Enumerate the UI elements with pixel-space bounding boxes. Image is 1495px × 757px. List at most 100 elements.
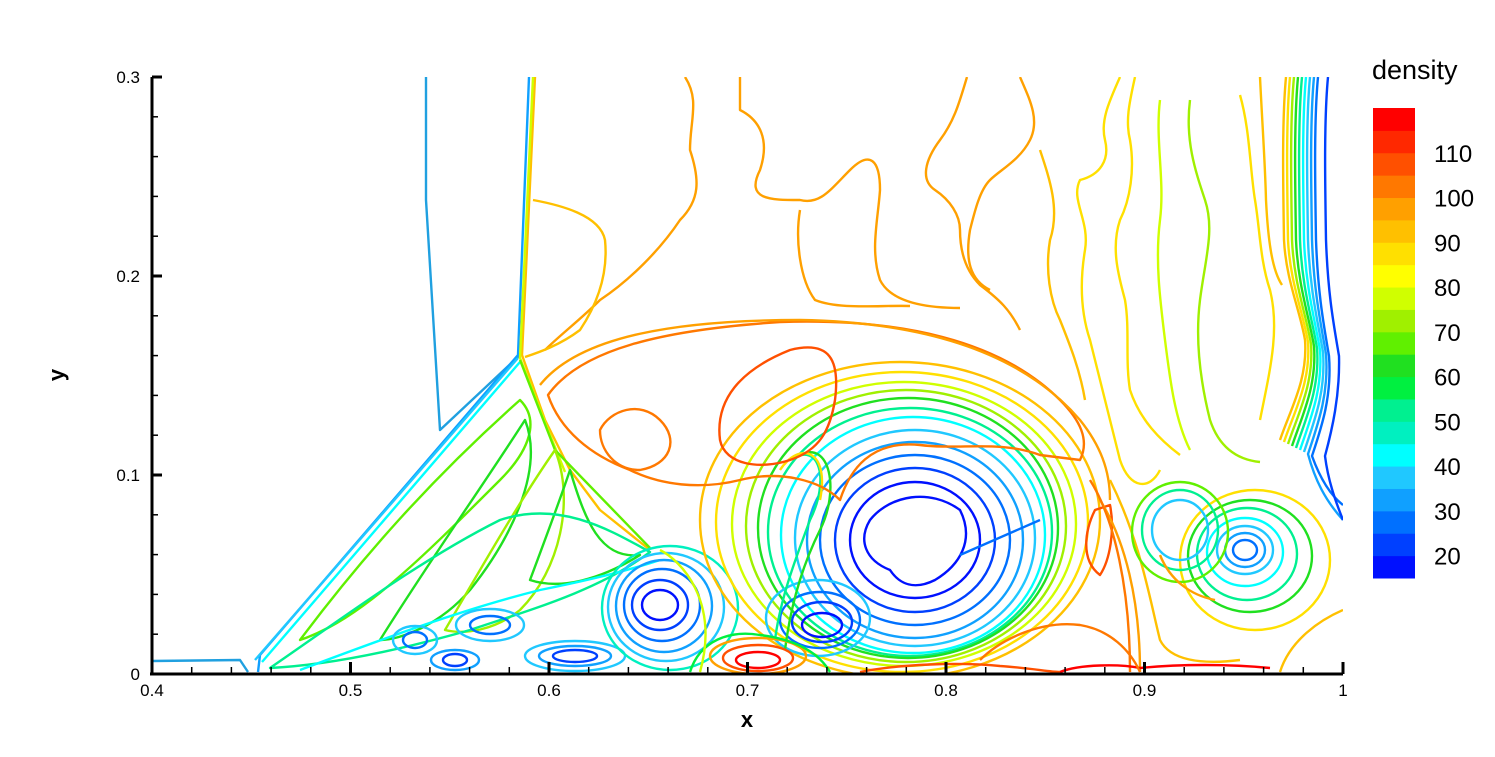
x-tick-label: 1 (1338, 681, 1347, 700)
colorbar-tick-label: 50 (1434, 409, 1461, 436)
colorbar-band (1373, 219, 1415, 243)
colorbar (1373, 108, 1415, 579)
contour-line (1098, 499, 1142, 673)
colorbar-band (1373, 488, 1415, 512)
contour-line (454, 607, 526, 643)
colorbar-band (1373, 152, 1415, 176)
contour-line (546, 320, 1086, 502)
contour-line (261, 361, 521, 663)
colorbar-band (1373, 130, 1415, 154)
contour-line (622, 567, 702, 643)
contour-line (805, 440, 1025, 640)
contour-line (1140, 488, 1220, 572)
contour-line (863, 495, 968, 587)
colorbar-tick-label: 30 (1434, 499, 1461, 526)
contour-line (1187, 99, 1261, 464)
contour-line (1290, 77, 1316, 447)
contour-line (1286, 77, 1313, 445)
contour-line (1038, 149, 1087, 401)
contour-lines (152, 77, 1343, 674)
x-tick-label: 0.6 (537, 681, 561, 700)
contour-line (598, 407, 672, 472)
x-tick-label: 0.7 (736, 681, 760, 700)
x-ticks: 0.4 0.5 0.6 0.7 0.8 0.9 1 (140, 662, 1348, 700)
contour-line (1075, 77, 1162, 486)
contour-line (783, 451, 832, 651)
contour-line (967, 77, 1036, 292)
colorbar-band (1373, 510, 1415, 534)
y-ticks: 0 0.1 0.2 0.3 (116, 68, 162, 684)
x-tick-label: 0.5 (339, 681, 363, 700)
contour-line (429, 648, 481, 672)
contour-line (721, 643, 795, 673)
colorbar-tick-label: 40 (1434, 454, 1461, 481)
contour-line (773, 453, 822, 641)
colorbar-band (1373, 533, 1415, 557)
contour-line (1278, 77, 1307, 441)
contour-line (1215, 524, 1275, 576)
contour-line (793, 428, 1037, 648)
contour-line (1205, 516, 1285, 588)
colorbar-band (1373, 421, 1415, 445)
colorbar-band (1373, 376, 1415, 400)
contour-line (1258, 77, 1284, 286)
colorbar-band (1373, 354, 1415, 378)
y-axis-label: y (44, 368, 69, 381)
colorbar-tick-label: 60 (1434, 365, 1461, 392)
colorbar-title: density (1372, 55, 1458, 85)
contour-line (537, 644, 613, 668)
colorbar-tick-label: 20 (1434, 544, 1461, 571)
contour-line (443, 448, 566, 633)
contour-line (1114, 77, 1181, 456)
contour-line (1088, 479, 1132, 673)
contour-line (714, 370, 1090, 674)
contour-line (1108, 479, 1241, 663)
x-tick-label: 0.9 (1133, 681, 1157, 700)
contour-line (551, 648, 599, 664)
colorbar-band (1373, 108, 1415, 131)
colorbar-ticks: 20 30 40 50 60 70 80 90 100 110 (1434, 141, 1474, 571)
contour-line (859, 662, 1061, 674)
contour-line (614, 558, 714, 654)
contour-line (1298, 77, 1322, 451)
colorbar-band (1373, 555, 1415, 579)
contour-line (756, 396, 1060, 660)
contour-line (779, 415, 1047, 655)
contour-line (544, 77, 698, 351)
colorbar-band (1373, 443, 1415, 467)
contour-line (979, 623, 1142, 673)
contour-line (778, 590, 862, 650)
y-tick-label: 0.2 (116, 267, 140, 286)
contour-line (1282, 77, 1310, 443)
contour-line (848, 480, 982, 600)
colorbar-tick-label: 100 (1434, 186, 1474, 213)
contour-line (924, 77, 1022, 331)
contour-line (640, 588, 680, 622)
contour-line (524, 198, 607, 359)
contour-line (698, 360, 1102, 674)
colorbar-band (1373, 242, 1415, 266)
contour-line (1130, 480, 1230, 584)
contour-line (1306, 77, 1343, 521)
contour-line (1323, 77, 1343, 521)
contour-line (1158, 554, 1216, 602)
contour-line (401, 630, 429, 650)
colorbar-tick-label: 110 (1434, 141, 1472, 168)
contour-line (1059, 663, 1271, 674)
contour-line (441, 652, 469, 668)
contour-line (520, 77, 651, 551)
contour-line (1223, 531, 1267, 569)
x-tick-label: 0.4 (140, 681, 164, 700)
x-axis-label: x (741, 707, 754, 732)
colorbar-band (1373, 331, 1415, 355)
contour-line (298, 398, 532, 642)
colorbar-band (1373, 309, 1415, 333)
y-tick-label: 0.3 (116, 68, 140, 87)
contour-line (539, 318, 1112, 501)
x-tick-label: 0.8 (934, 681, 958, 700)
colorbar-band (1373, 175, 1415, 199)
colorbar-band (1373, 287, 1415, 310)
contour-line (268, 512, 652, 670)
